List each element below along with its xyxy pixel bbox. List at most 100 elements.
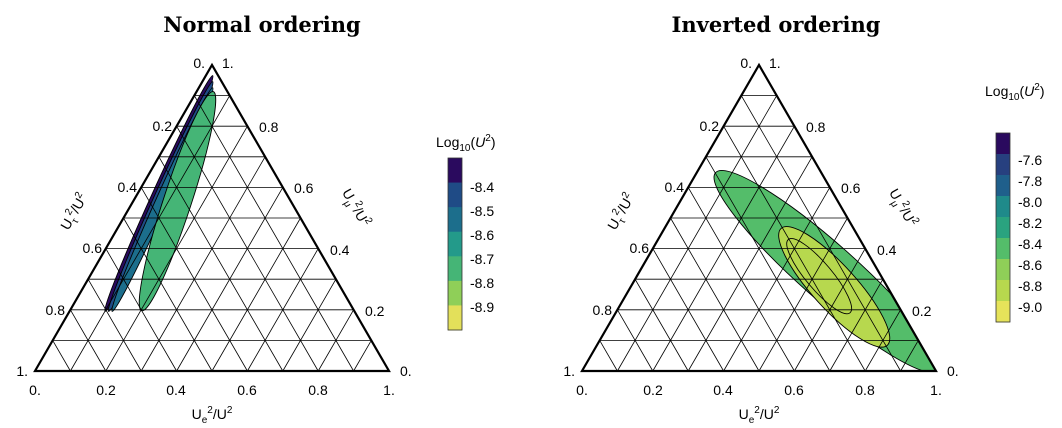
grid-line [282,278,337,372]
inverted-ordering-panel: Inverted ordering 0. 0.2 0.4 0.6 0.8 1. … [563,12,1044,426]
colorbar-swatches [996,133,1010,323]
colorbar-swatch [996,259,1010,281]
grid-line [758,217,848,372]
colorbar-swatch [996,301,1010,323]
colorbar-frame [447,157,463,331]
bottom-tick: 0.6 [784,382,804,398]
colorbar-tick: -8.8 [470,275,494,291]
right-tick: 0.8 [259,119,279,135]
grid-line [70,309,107,372]
bottom-tick: 0.2 [643,382,663,398]
left-axis-ticks: 0. 0.2 0.4 0.6 0.8 1. [16,55,205,379]
right-tick: 0.4 [877,242,897,258]
bottom-tick: 0.8 [855,382,875,398]
left-tick: 0.6 [630,240,650,256]
grid-line [193,95,354,372]
grid-line [617,309,654,372]
contour-regions [713,170,936,371]
left-axis-ticks: 0. 0.2 0.4 0.6 0.8 1. [563,55,752,379]
grid-line [829,278,884,372]
right-axis-ticks: 0. 0.2 0.4 0.6 0.8 1. [222,55,412,379]
colorbar-tick: -8.8 [1018,278,1042,294]
left-tick: 0. [193,55,205,71]
colorbar-tick: -8.5 [470,203,494,219]
bottom-tick: 0. [29,382,41,398]
left-axis-label: Uτ2/U2 [603,190,641,235]
colorbar: Log10(U2) -8.4 -8.5 -8.6 -8.7 -8.8 -8.9 [436,133,496,331]
bottom-axis-label: Ue2/U2 [192,405,233,426]
right-tick: 0.2 [365,303,385,319]
colorbar-tick: -8.2 [1018,215,1042,231]
left-tick: 0.4 [118,179,138,195]
grid-line [52,340,71,372]
ternary-frame [33,62,391,373]
plot-regions [713,170,936,371]
grid-line [900,340,919,372]
colorbar-swatch [996,196,1010,218]
left-tick: 1. [563,363,575,379]
colorbar-swatch [996,154,1010,176]
colorbar-swatch [996,175,1010,197]
left-tick: 0.8 [46,302,66,318]
grid-line [740,95,901,372]
colorbar-tick: -8.9 [470,299,494,315]
grid-line [705,156,831,372]
colorbar-swatch [448,231,462,257]
contour-region [138,91,217,312]
right-tick: 0.8 [806,119,826,135]
colorbar-swatch [448,256,462,282]
right-tick: 0. [400,363,412,379]
colorbar-tick: -8.7 [470,251,494,267]
right-tick: 0.6 [294,180,314,196]
colorbar-swatch [996,133,1010,155]
right-tick: 1. [769,55,781,71]
colorbar: Log10(U2) -7.6 -7.8 -8.0 -8.2 -8.4 -8.6 … [985,82,1045,323]
grid-line [211,217,301,372]
colorbar-tick: -7.6 [1018,152,1042,168]
colorbar-swatches [448,158,462,331]
bottom-axis-ticks: 0. 0.2 0.4 0.6 0.8 1. [576,382,942,398]
right-axis-label: Uμ2/U2 [336,185,375,231]
colorbar-tick: -7.8 [1018,173,1042,189]
colorbar-swatch [996,238,1010,260]
colorbar-tick: -8.6 [1018,257,1042,273]
bottom-tick: 1. [383,382,395,398]
grid-line [87,278,142,372]
bottom-tick: 0. [576,382,588,398]
colorbar-swatch [448,280,462,306]
grid-line [864,309,901,372]
left-axis-label: Uτ2/U2 [56,190,94,235]
ternary-frame [580,62,938,373]
bottom-tick: 0.4 [166,382,186,398]
grid-line [652,248,724,372]
left-tick: 0.4 [665,179,685,195]
grid-line [158,156,284,372]
grid-line [140,156,266,372]
grid-line [670,217,760,372]
colorbar-ticks: -8.4 -8.5 -8.6 -8.7 -8.8 -8.9 [470,179,494,315]
grid-line [599,340,618,372]
left-tick: 0.8 [593,302,613,318]
grid-line [794,248,866,372]
chart-title: Normal ordering [163,12,361,37]
colorbar-swatch [996,217,1010,239]
colorbar-tick: -9.0 [1018,299,1042,315]
grid-line [634,278,689,372]
right-tick: 0.4 [330,242,350,258]
right-axis-ticks: 0. 0.2 0.4 0.6 0.8 1. [769,55,959,379]
grid-line [70,95,231,372]
grid-line [123,217,213,372]
right-tick: 0. [947,363,959,379]
bottom-axis-ticks: 0. 0.2 0.4 0.6 0.8 1. [29,382,395,398]
colorbar-tick: -8.6 [470,227,494,243]
grid-line [105,248,177,372]
chart-title: Inverted ordering [672,12,881,37]
left-tick: 0. [740,55,752,71]
colorbar-tick: -8.4 [470,179,494,195]
ternary-grid [599,95,919,372]
colorbar-swatch [448,207,462,233]
colorbar-swatch [996,280,1010,302]
colorbar-frame [995,132,1011,323]
grid-line [617,95,778,372]
